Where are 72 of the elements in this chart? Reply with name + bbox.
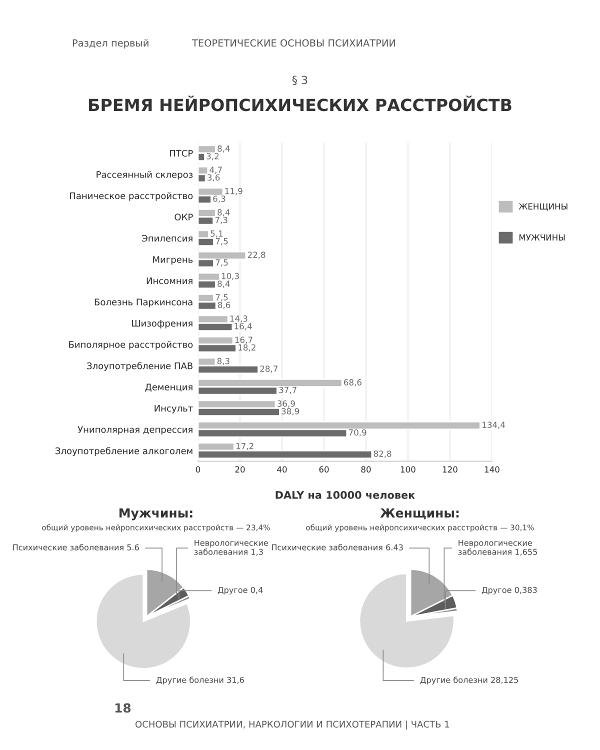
- slice-label: Неврологические заболевания 1,655: [458, 540, 538, 556]
- data-label: 11,9: [225, 188, 242, 196]
- y-tick-label: Инсульт: [154, 404, 193, 414]
- slice-label: Неврологические заболевания 1,3: [194, 540, 268, 556]
- y-tick-label: Рассеянный склероз: [96, 170, 193, 180]
- data-label: 5,1: [210, 230, 223, 238]
- x-tick-label: 100: [400, 466, 416, 473]
- data-label: 70,9: [348, 429, 366, 436]
- data-label: 4,7: [210, 166, 222, 174]
- data-label: 82,8: [374, 450, 392, 458]
- data-label: 14,3: [230, 315, 248, 323]
- text: Раздел первый: [72, 39, 148, 49]
- data-label: 8,4: [218, 209, 230, 216]
- y-tick-label: ПТСР: [170, 150, 193, 157]
- data-label: 8,3: [217, 358, 230, 366]
- data-label: 68,6: [344, 379, 362, 386]
- text: ОСНОВЫ ПСИХИАТРИИ, НАРКОЛОГИИ И ПСИХОТЕРАПИИ | ЧАСТЬ 1: [136, 720, 450, 730]
- data-label: 36,9: [278, 400, 295, 408]
- data-label: 7,5: [216, 238, 228, 246]
- data-label: 3,2: [206, 153, 219, 160]
- x-tick-label: 80: [361, 466, 371, 473]
- slice-label: Другие болезни 28,125: [420, 676, 518, 685]
- data-label: 7,5: [216, 294, 228, 302]
- y-tick-label: Мигрень: [153, 256, 193, 265]
- chart-title: Женщины:: [380, 508, 459, 520]
- x-tick-label: 40: [277, 466, 287, 473]
- text: ТЕОРЕТИЧЕСКИЕ ОСНОВЫ ПСИХИАТРИИ: [192, 39, 396, 47]
- y-tick-label: Паническое расстройство: [70, 192, 193, 201]
- text: § 3: [292, 76, 308, 86]
- data-label: 16,4: [234, 323, 252, 330]
- x-axis-title: DALY на 10000 человек: [276, 491, 416, 499]
- data-label: 6,3: [213, 196, 226, 203]
- y-tick-label: Деменция: [145, 384, 192, 392]
- legend-label: ЖЕНЩИНЫ: [518, 203, 568, 211]
- y-tick-label: Злоупотребление ПАВ: [87, 362, 192, 372]
- data-label: 7,3: [215, 216, 228, 224]
- data-label: 22,8: [248, 252, 266, 259]
- slice-label: Другое 0,4: [218, 586, 263, 595]
- slice-label: Другое 0,383: [482, 586, 537, 595]
- data-label: 10,3: [222, 272, 239, 280]
- data-label: 134,4: [482, 422, 506, 429]
- y-tick-label: Болезнь Паркинсона: [94, 298, 192, 308]
- chart-title: БРЕМЯ НЕЙРОПСИХИЧЕСКИХ РАССТРОЙСТВ: [89, 96, 512, 112]
- slice-label: Психические заболевания 6.43: [272, 544, 403, 550]
- x-tick-label: 120: [442, 466, 458, 473]
- slice-label: Психические заболевания 5.6: [13, 544, 139, 550]
- x-tick-label: 140: [484, 466, 500, 473]
- y-tick-label: Эпилепсия: [142, 234, 192, 242]
- data-label: 28,7: [260, 366, 278, 373]
- slice-label: Другие болезни 31,6: [156, 676, 244, 685]
- data-label: 37,7: [279, 386, 296, 394]
- y-tick-label: Униполярная депрессия: [78, 426, 192, 435]
- data-label: 8,4: [218, 280, 230, 288]
- y-tick-label: Шизофрения: [132, 320, 192, 328]
- data-label: 18,2: [238, 344, 256, 352]
- data-label: 3,6: [208, 174, 220, 182]
- y-tick-label: ОКР: [174, 214, 193, 220]
- y-tick-label: Злоупотребление алкоголем: [56, 447, 192, 456]
- x-tick-label: 60: [319, 466, 329, 473]
- data-label: 7,5: [216, 259, 228, 266]
- chart-title: Мужчины:: [119, 508, 192, 520]
- y-tick-label: Инсомния: [146, 277, 192, 284]
- legend-label: МУЖЧИНЫ: [519, 234, 565, 240]
- data-label: 17,2: [236, 442, 254, 450]
- data-label: 8,4: [218, 145, 230, 153]
- text: 18: [115, 703, 131, 713]
- data-label: 16,7: [235, 336, 252, 344]
- data-label: 38,9: [282, 408, 300, 416]
- data-label: 8,6: [218, 302, 230, 309]
- y-tick-label: Биполярное расстройство: [69, 340, 193, 350]
- x-tick-label: 20: [235, 466, 245, 473]
- x-tick-label: 0: [196, 466, 200, 473]
